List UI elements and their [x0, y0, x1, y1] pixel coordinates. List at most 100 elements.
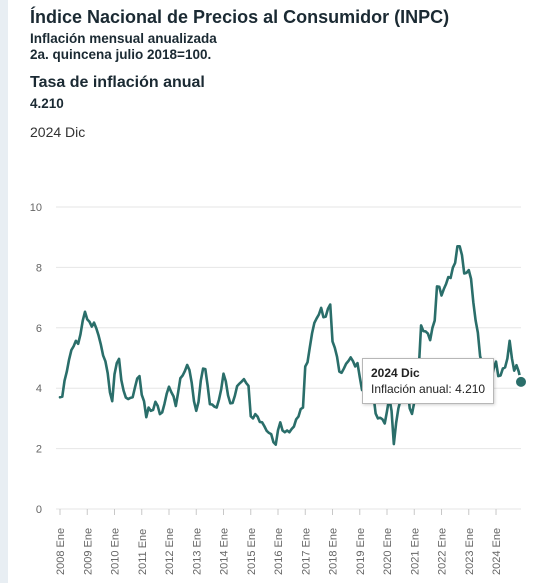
data-point[interactable] [187, 368, 191, 372]
data-point[interactable] [144, 415, 148, 419]
data-point[interactable] [260, 420, 264, 424]
data-point[interactable] [185, 363, 189, 367]
data-point[interactable] [340, 371, 344, 375]
data-point[interactable] [444, 282, 448, 286]
data-point[interactable] [428, 338, 432, 342]
data-point[interactable] [396, 406, 400, 410]
data-point[interactable] [63, 379, 67, 383]
data-point[interactable] [169, 390, 173, 394]
data-point[interactable] [335, 355, 339, 359]
data-point[interactable] [242, 377, 246, 381]
data-point[interactable] [217, 398, 221, 402]
data-point[interactable] [303, 364, 307, 368]
data-point[interactable] [160, 410, 164, 414]
data-point[interactable] [203, 367, 207, 371]
data-point[interactable] [442, 287, 446, 291]
chart-series[interactable] [58, 244, 528, 447]
data-point[interactable] [119, 378, 123, 382]
data-point[interactable] [65, 370, 69, 374]
data-point[interactable] [67, 358, 71, 362]
data-point[interactable] [174, 404, 178, 408]
data-point[interactable] [88, 320, 92, 324]
data-point[interactable] [140, 393, 144, 397]
data-point[interactable] [147, 406, 151, 410]
data-point[interactable] [437, 285, 441, 289]
data-point[interactable] [351, 359, 355, 363]
data-point[interactable] [460, 253, 464, 257]
data-point[interactable] [494, 360, 498, 364]
data-point[interactable] [430, 326, 434, 330]
data-point[interactable] [162, 402, 166, 406]
data-point[interactable] [194, 409, 198, 413]
data-point[interactable] [276, 428, 280, 432]
data-point[interactable] [426, 332, 430, 336]
data-point[interactable] [308, 345, 312, 349]
data-point[interactable] [310, 331, 314, 335]
data-point[interactable] [246, 384, 250, 388]
data-point[interactable] [517, 370, 521, 374]
data-point[interactable] [60, 395, 64, 399]
data-point[interactable] [142, 399, 146, 403]
data-point[interactable] [92, 321, 96, 325]
data-point[interactable] [226, 393, 230, 397]
data-point[interactable] [458, 244, 462, 248]
data-point[interactable] [346, 359, 350, 363]
data-point[interactable] [433, 319, 437, 323]
data-point[interactable] [110, 399, 114, 403]
data-point[interactable] [156, 404, 160, 408]
data-point[interactable] [167, 385, 171, 389]
data-point[interactable] [319, 306, 323, 310]
data-point[interactable] [390, 409, 394, 413]
data-point[interactable] [274, 443, 278, 447]
data-point[interactable] [176, 391, 180, 395]
data-point[interactable] [499, 374, 503, 378]
data-point[interactable] [90, 325, 94, 329]
data-point[interactable] [328, 303, 332, 307]
data-point[interactable] [69, 348, 73, 352]
data-point[interactable] [81, 319, 85, 323]
data-point[interactable] [512, 369, 516, 373]
data-point[interactable] [72, 344, 76, 348]
data-point[interactable] [503, 365, 507, 369]
data-point[interactable] [353, 364, 357, 368]
data-point[interactable] [199, 379, 203, 383]
series-line-inflacion-anual[interactable] [58, 244, 523, 446]
data-point[interactable] [467, 268, 471, 272]
data-point[interactable] [508, 339, 512, 343]
data-point[interactable] [165, 392, 169, 396]
data-point[interactable] [215, 406, 219, 410]
data-point[interactable] [113, 372, 117, 376]
data-point[interactable] [137, 374, 141, 378]
data-point[interactable] [108, 390, 112, 394]
data-point[interactable] [206, 383, 210, 387]
data-point[interactable] [471, 300, 475, 304]
data-point[interactable] [83, 310, 87, 314]
data-point[interactable] [222, 372, 226, 376]
data-point[interactable] [510, 356, 514, 360]
data-point[interactable] [394, 421, 398, 425]
data-point[interactable] [115, 361, 119, 365]
data-point[interactable] [256, 415, 260, 419]
data-point[interactable] [408, 406, 412, 410]
data-point[interactable] [94, 326, 98, 330]
data-point[interactable] [317, 313, 321, 317]
data-point[interactable] [122, 389, 126, 393]
data-point[interactable] [251, 416, 255, 420]
data-point[interactable] [97, 334, 101, 338]
data-point[interactable] [78, 332, 82, 336]
data-point[interactable] [474, 318, 478, 322]
data-point[interactable] [326, 307, 330, 311]
highlighted-data-point[interactable] [514, 374, 528, 389]
data-point[interactable] [133, 386, 137, 390]
data-point[interactable] [469, 277, 473, 281]
data-point[interactable] [380, 417, 384, 421]
data-point[interactable] [440, 293, 444, 297]
data-point[interactable] [342, 367, 346, 371]
data-point[interactable] [262, 424, 266, 428]
data-point[interactable] [505, 357, 509, 361]
data-point[interactable] [190, 381, 194, 385]
data-point[interactable] [172, 394, 176, 398]
data-point[interactable] [76, 342, 80, 346]
data-point[interactable] [287, 430, 291, 434]
data-point[interactable] [331, 339, 335, 343]
